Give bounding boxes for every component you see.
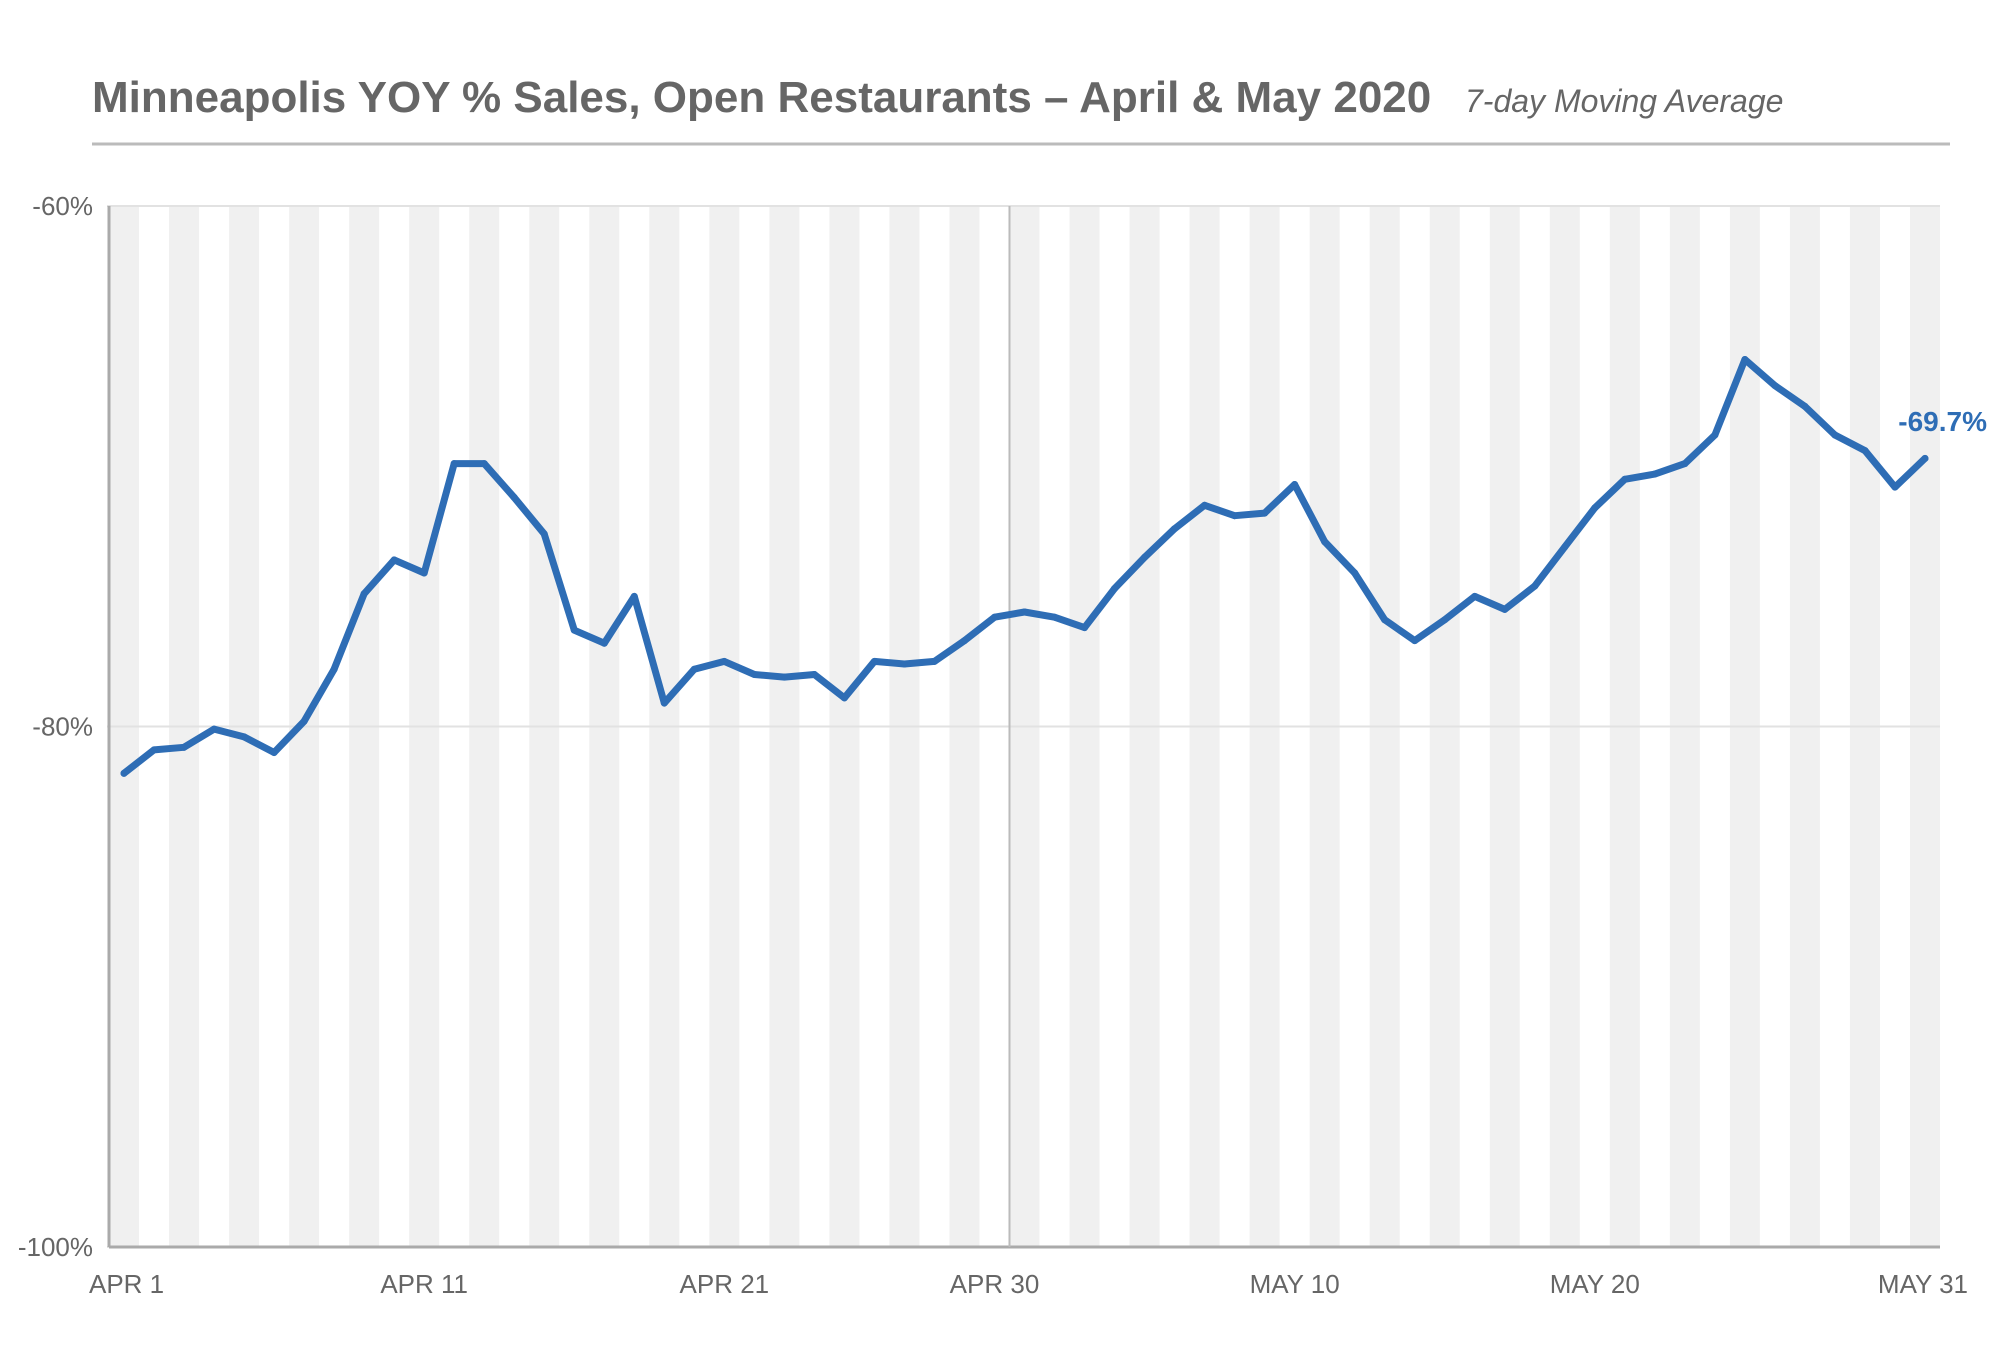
end-value-label: -69.7% bbox=[1898, 406, 1987, 437]
data-point bbox=[930, 657, 938, 665]
data-point bbox=[750, 670, 758, 678]
x-tick-label: APR 11 bbox=[380, 1269, 468, 1299]
data-point bbox=[240, 733, 248, 741]
data-point bbox=[1231, 512, 1239, 520]
data-point bbox=[1861, 447, 1869, 455]
data-point bbox=[180, 743, 188, 751]
data-point bbox=[1741, 356, 1749, 364]
data-point bbox=[1201, 501, 1209, 509]
data-point bbox=[990, 613, 998, 621]
data-point bbox=[1261, 509, 1269, 517]
data-point bbox=[570, 626, 578, 634]
x-tick-label: MAY 10 bbox=[1250, 1269, 1340, 1299]
data-point bbox=[1531, 582, 1539, 590]
data-point bbox=[1831, 431, 1839, 439]
x-tick-label: MAY 20 bbox=[1550, 1269, 1640, 1299]
y-tick-label: -100% bbox=[18, 1232, 93, 1262]
data-point bbox=[1171, 525, 1179, 533]
data-point bbox=[1141, 553, 1149, 561]
data-point bbox=[120, 769, 128, 777]
data-point bbox=[1051, 613, 1059, 621]
data-point bbox=[1381, 616, 1389, 624]
data-point bbox=[1891, 483, 1899, 491]
data-point bbox=[720, 657, 728, 665]
data-point bbox=[660, 699, 668, 707]
data-point bbox=[1021, 608, 1028, 616]
data-point bbox=[960, 637, 968, 645]
data-point bbox=[1801, 402, 1809, 410]
x-tick-labels: APR 1 APR 11 APR 21 APR 30 MAY 10 MAY 20 MAY 3… bbox=[89, 1269, 1968, 1299]
series-layer bbox=[120, 356, 1929, 777]
y-tick-label: -60% bbox=[32, 191, 93, 221]
y-tick-label: -80% bbox=[32, 712, 93, 742]
data-point bbox=[1651, 470, 1659, 478]
data-point bbox=[1621, 475, 1629, 483]
data-point bbox=[1681, 460, 1689, 468]
data-point bbox=[360, 590, 368, 598]
axes bbox=[107, 206, 1940, 1249]
data-point bbox=[600, 639, 608, 647]
data-point bbox=[1471, 592, 1479, 600]
chart-title: Minneapolis YOY % Sales, Open Restaurant… bbox=[92, 73, 1431, 122]
data-point bbox=[900, 660, 908, 668]
data-point bbox=[690, 665, 698, 673]
y-tick-labels: -60% -80% -100% bbox=[18, 191, 93, 1262]
data-point bbox=[840, 694, 848, 702]
data-point bbox=[1411, 637, 1419, 645]
chart-subtitle: 7-day Moving Average bbox=[1465, 83, 1783, 119]
data-point bbox=[540, 530, 548, 538]
data-point bbox=[450, 460, 458, 468]
data-point bbox=[1501, 605, 1509, 613]
data-point bbox=[1561, 543, 1569, 551]
data-point bbox=[390, 556, 398, 564]
data-point bbox=[780, 673, 788, 681]
data-point bbox=[1771, 382, 1779, 390]
data-point bbox=[150, 746, 158, 754]
x-tick-label: APR 1 bbox=[89, 1269, 164, 1299]
data-point bbox=[1711, 431, 1719, 439]
data-point bbox=[1351, 569, 1359, 577]
data-point bbox=[1081, 624, 1089, 632]
x-tick-label: APR 21 bbox=[680, 1269, 770, 1299]
data-point bbox=[1441, 616, 1449, 624]
data-point bbox=[270, 749, 278, 757]
data-point bbox=[1591, 504, 1599, 512]
data-point bbox=[480, 460, 488, 468]
data-point bbox=[420, 569, 428, 577]
data-point bbox=[210, 725, 218, 733]
data-point bbox=[510, 493, 518, 501]
data-point bbox=[810, 670, 818, 678]
x-tick-label: MAY 31 bbox=[1878, 1269, 1968, 1299]
data-point bbox=[1111, 585, 1119, 593]
data-point bbox=[870, 657, 878, 665]
data-point bbox=[630, 592, 638, 600]
data-point bbox=[300, 717, 308, 725]
data-point bbox=[330, 665, 338, 673]
data-point bbox=[1921, 454, 1929, 462]
data-point bbox=[1321, 538, 1329, 546]
x-tick-label: APR 30 bbox=[950, 1269, 1040, 1299]
data-point bbox=[1291, 480, 1299, 488]
